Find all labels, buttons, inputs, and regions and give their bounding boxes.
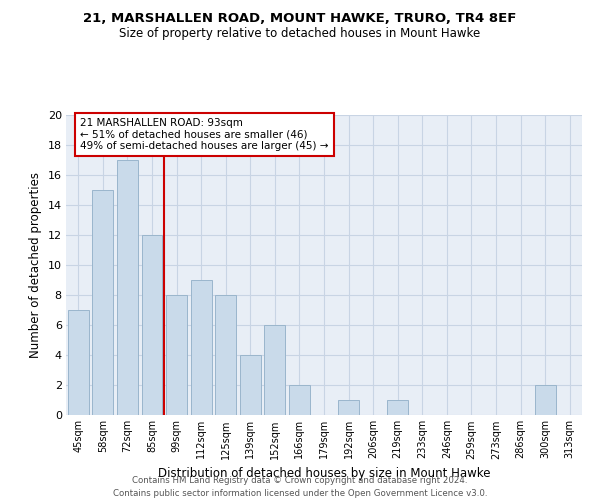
Y-axis label: Number of detached properties: Number of detached properties <box>29 172 42 358</box>
Text: 21, MARSHALLEN ROAD, MOUNT HAWKE, TRURO, TR4 8EF: 21, MARSHALLEN ROAD, MOUNT HAWKE, TRURO,… <box>83 12 517 26</box>
Bar <box>68 310 89 415</box>
Text: Size of property relative to detached houses in Mount Hawke: Size of property relative to detached ho… <box>119 28 481 40</box>
Text: 21 MARSHALLEN ROAD: 93sqm
← 51% of detached houses are smaller (46)
49% of semi-: 21 MARSHALLEN ROAD: 93sqm ← 51% of detac… <box>80 118 329 151</box>
Bar <box>166 295 187 415</box>
Bar <box>535 385 556 415</box>
Bar <box>289 385 310 415</box>
Bar <box>387 400 408 415</box>
X-axis label: Distribution of detached houses by size in Mount Hawke: Distribution of detached houses by size … <box>158 467 490 480</box>
Bar <box>240 355 261 415</box>
Bar <box>142 235 163 415</box>
Bar <box>215 295 236 415</box>
Bar <box>265 325 286 415</box>
Bar <box>117 160 138 415</box>
Bar <box>338 400 359 415</box>
Bar <box>191 280 212 415</box>
Text: Contains HM Land Registry data © Crown copyright and database right 2024.
Contai: Contains HM Land Registry data © Crown c… <box>113 476 487 498</box>
Bar <box>92 190 113 415</box>
